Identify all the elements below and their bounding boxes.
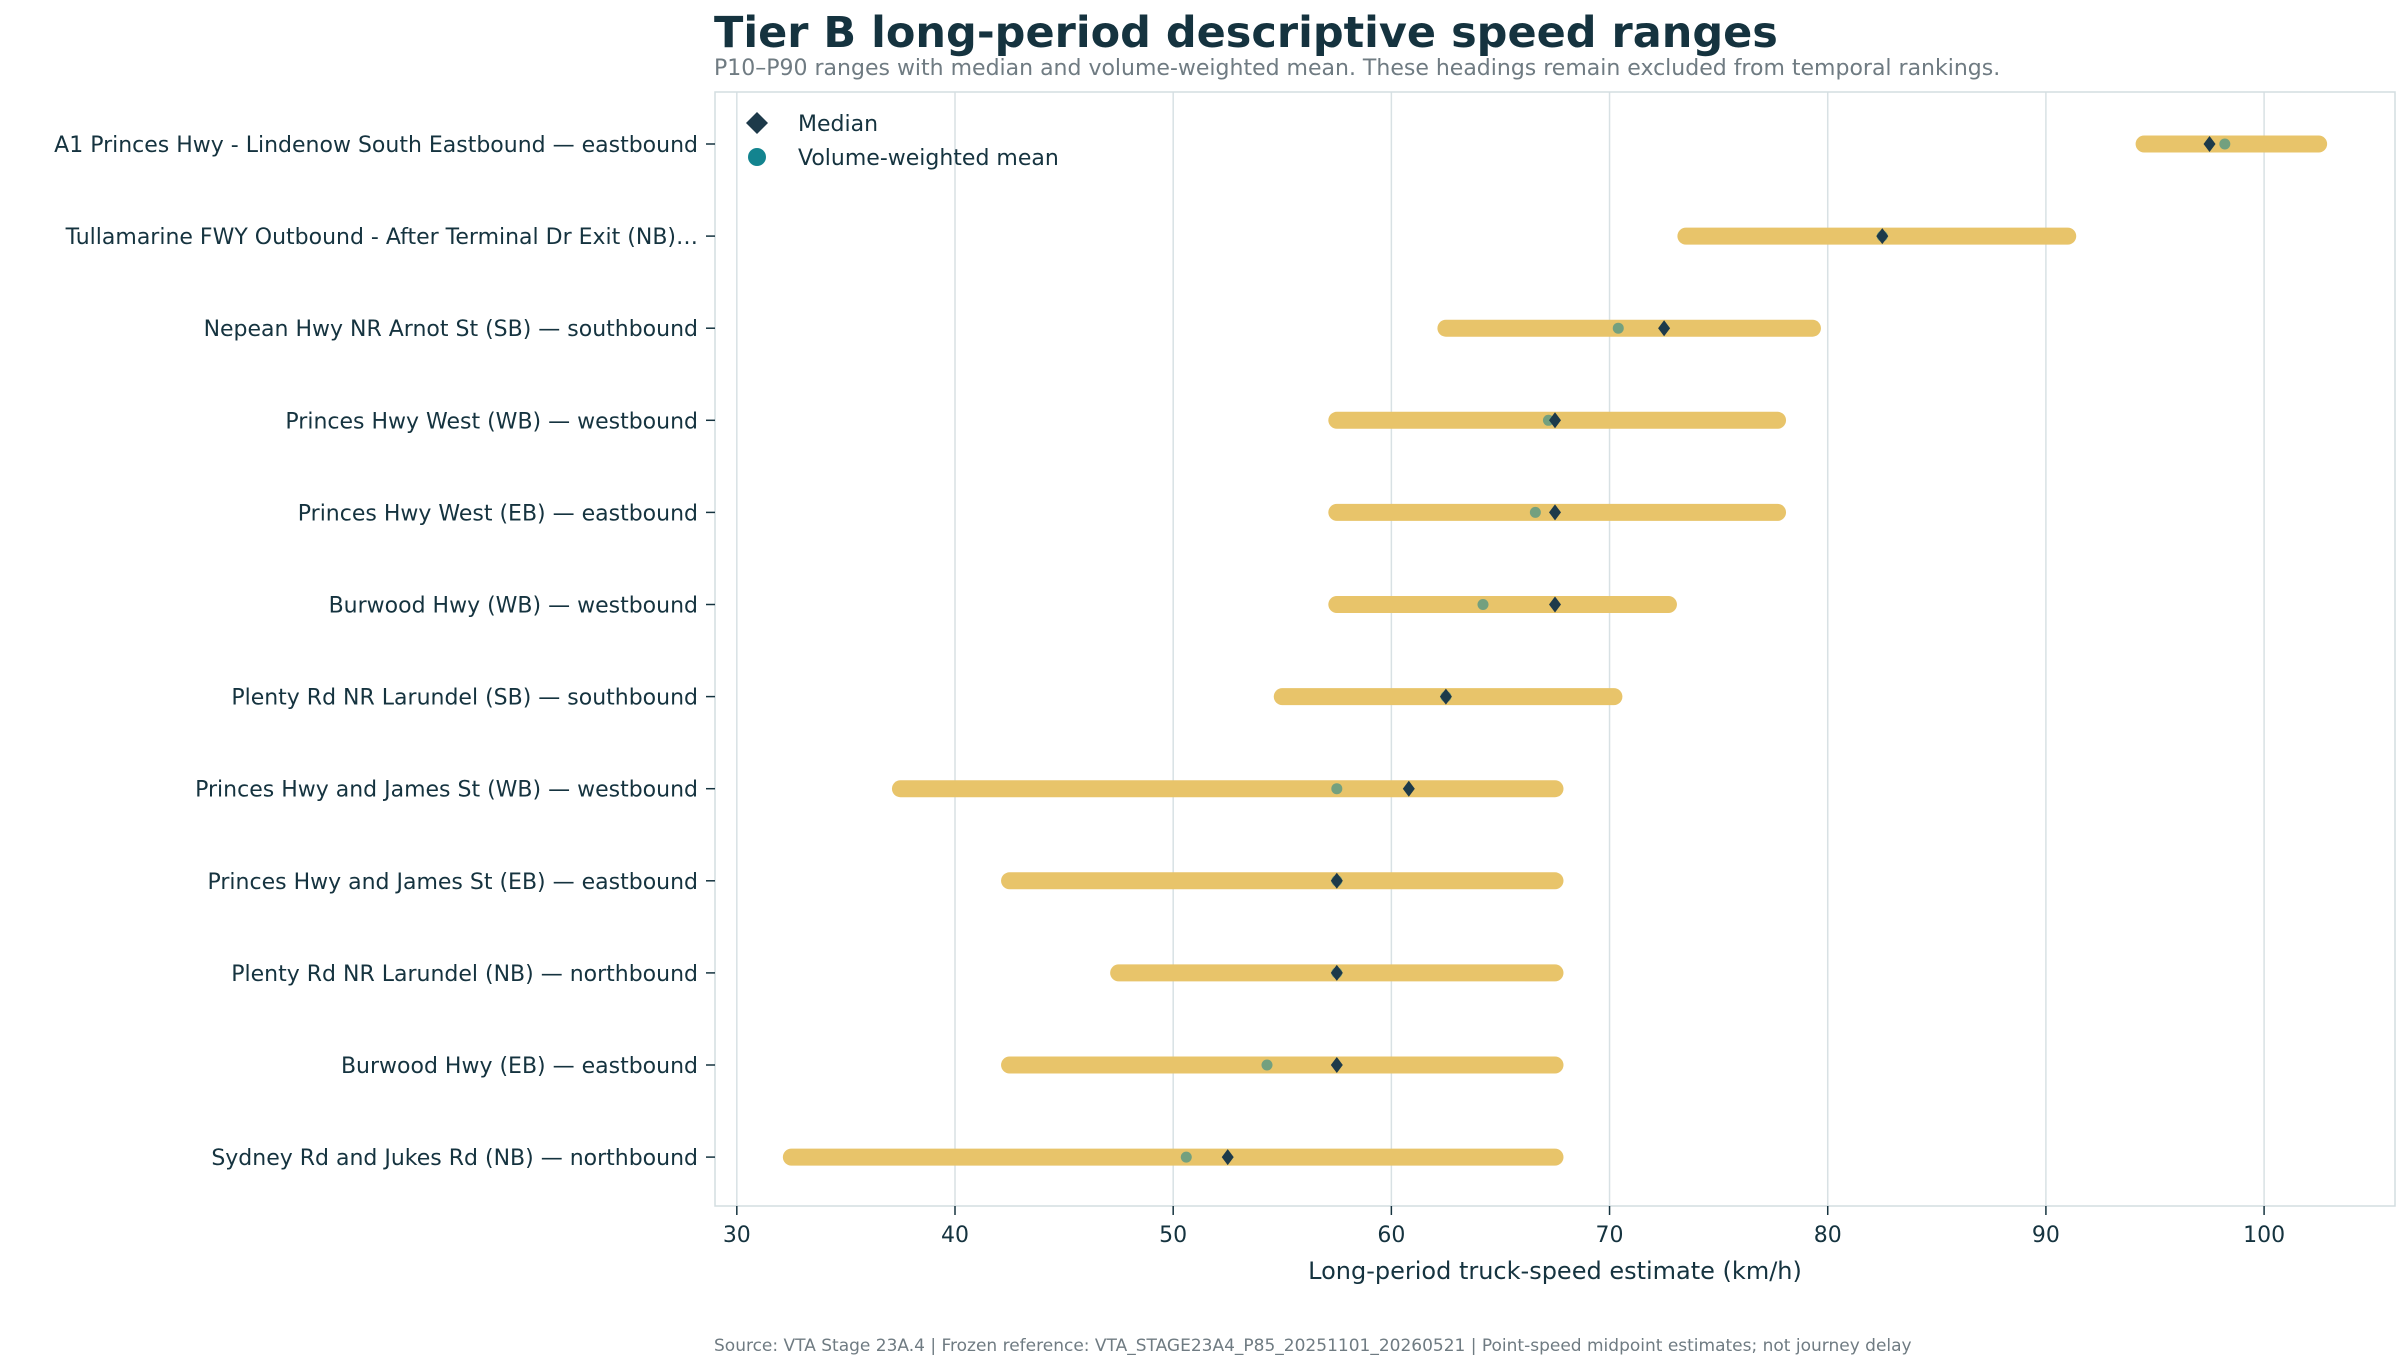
- data-marks: [782, 135, 2328, 1166]
- axes: 30 40 50 60 70 80 90 100 Long-period truck-speed…: [54, 133, 2285, 1285]
- legend-median-label: Median: [798, 112, 878, 137]
- source-note: Source: VTA Stage 23A.4 | Frozen referen…: [714, 1336, 1912, 1356]
- median-point: [1658, 320, 1671, 337]
- y-tick-label: Burwood Hwy (EB) — eastbound: [341, 1054, 698, 1079]
- x-tick-label: 90: [2032, 1223, 2060, 1248]
- legend-mean-label: Volume-weighted mean: [798, 146, 1059, 171]
- median-point: [1330, 964, 1343, 981]
- legend-median-marker: [746, 112, 768, 134]
- chart-subtitle: P10–P90 ranges with median and volume-we…: [714, 56, 2001, 81]
- mean-point: [2219, 138, 2231, 150]
- y-tick-label: Princes Hwy West (WB) — westbound: [285, 409, 698, 434]
- median-point: [1549, 504, 1561, 521]
- median-point: [1221, 1149, 1234, 1166]
- chart-title: Tier B long-period descriptive speed ran…: [714, 8, 1778, 58]
- y-tick-label: Princes Hwy and James St (EB) — eastboun…: [208, 870, 699, 895]
- mean-point: [1180, 1151, 1192, 1163]
- y-tick-label: Tullamarine FWY Outbound - After Termina…: [65, 225, 698, 250]
- x-tick-label: 40: [941, 1223, 969, 1248]
- y-tick-label: A1 Princes Hwy - Lindenow South Eastboun…: [54, 133, 698, 158]
- x-tick-label: 50: [1159, 1223, 1187, 1248]
- median-point: [1549, 596, 1561, 613]
- x-tick-label: 30: [723, 1223, 751, 1248]
- x-axis-label: Long-period truck-speed estimate (km/h): [1308, 1257, 1802, 1285]
- mean-point: [1261, 1059, 1273, 1071]
- x-tick-label: 80: [1814, 1223, 1842, 1248]
- mean-point: [1331, 783, 1343, 795]
- y-tick-label: Sydney Rd and Jukes Rd (NB) — northbound: [211, 1146, 698, 1171]
- median-point: [1402, 780, 1415, 797]
- median-point: [1330, 1057, 1343, 1073]
- median-point: [1330, 872, 1343, 889]
- y-tick-label: Plenty Rd NR Larundel (SB) — southbound: [231, 686, 698, 711]
- mean-point: [1612, 322, 1624, 334]
- y-tick-label: Princes Hwy West (EB) — eastbound: [298, 501, 698, 526]
- legend-mean-marker: [748, 148, 766, 166]
- x-tick-label: 70: [1596, 1223, 1624, 1248]
- y-tick-label: Burwood Hwy (WB) — westbound: [329, 594, 698, 619]
- y-tick-label: Plenty Rd NR Larundel (NB) — northbound: [231, 962, 698, 987]
- mean-point: [1529, 506, 1541, 518]
- gridlines: [736, 92, 2265, 1206]
- x-tick-label: 60: [1377, 1223, 1405, 1248]
- median-point: [1549, 412, 1561, 429]
- legend: Median Volume-weighted mean: [746, 112, 1059, 171]
- y-tick-label: Princes Hwy and James St (WB) — westboun…: [195, 778, 698, 803]
- mean-point: [1477, 599, 1489, 610]
- median-point: [1439, 688, 1452, 705]
- plot-frame: [714, 91, 2396, 1207]
- x-tick-label: 100: [2243, 1223, 2285, 1248]
- median-point: [2203, 136, 2216, 152]
- y-tick-label: Nepean Hwy NR Arnot St (SB) — southbound: [204, 317, 698, 342]
- median-point: [1876, 228, 1889, 245]
